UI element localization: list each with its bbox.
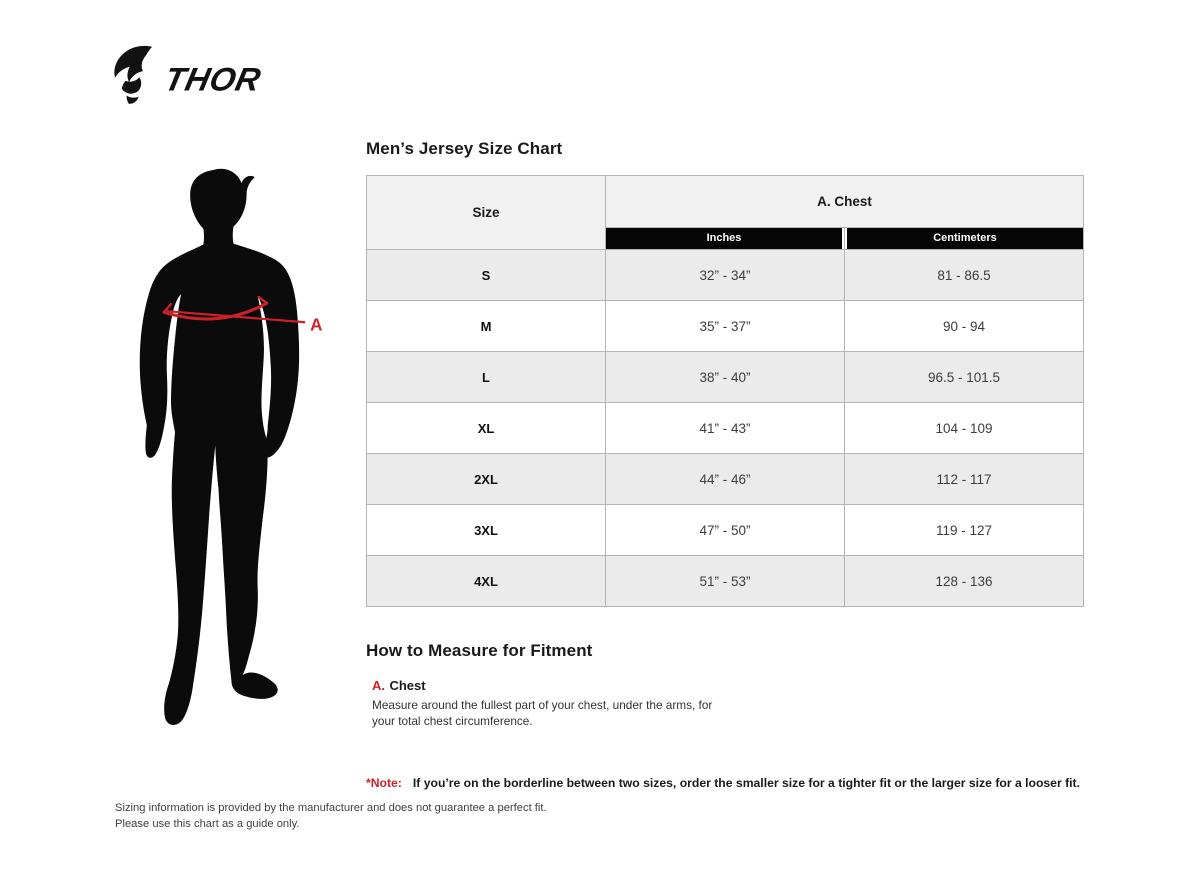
inches-value: 51” - 53” <box>605 555 845 607</box>
inches-value: 38” - 40” <box>605 351 845 403</box>
subheader-centimeters-cell: Centimeters <box>844 227 1084 250</box>
arc-arrowhead-right <box>256 295 268 310</box>
cm-value: 90 - 94 <box>844 300 1084 352</box>
measure-item-description: Measure around the fullest part of your … <box>372 698 713 728</box>
table-header-row: Size A. Chest <box>366 175 1084 250</box>
table-row-2xl: 2XL 44” - 46” 112 - 117 <box>366 453 1084 505</box>
thor-wordmark: THOR <box>161 62 264 99</box>
measure-pointer-line <box>166 310 306 324</box>
inches-value: 47” - 50” <box>605 504 845 556</box>
measure-item-key: A. <box>372 678 385 693</box>
column-header-inches: Inches <box>606 228 842 249</box>
size-chart-title: Men’s Jersey Size Chart <box>366 139 563 158</box>
measure-item-name: Chest <box>389 678 426 693</box>
subheader-inches-cell: Inches <box>605 227 845 250</box>
table-row-m: M 35” - 37” 90 - 94 <box>366 300 1084 352</box>
sizing-note: *Note: If you’re on the borderline betwee… <box>366 776 1085 790</box>
thor-ram-head-icon <box>114 45 153 104</box>
chest-measure-annotation: A <box>162 295 323 334</box>
column-header-size: Size <box>366 175 606 250</box>
main-content: Men’s Jersey Size Chart Size A. Chest In… <box>366 139 1085 790</box>
inches-value: 44” - 46” <box>605 453 845 505</box>
size-label: 2XL <box>366 453 606 505</box>
how-to-measure-title: How to Measure for Fitment <box>366 641 593 660</box>
table-row-xl: XL 41” - 43” 104 - 109 <box>366 402 1084 454</box>
disclaimer-line-1: Sizing information is provided by the ma… <box>115 802 547 814</box>
table-row-l: L 38” - 40” 96.5 - 101.5 <box>366 351 1084 403</box>
table-row-3xl: 3XL 47” - 50” 119 - 127 <box>366 504 1084 556</box>
measure-item-chest: A. Chest Measure around the fullest part… <box>366 677 1085 729</box>
measure-label-a: A <box>310 314 322 334</box>
cm-value: 96.5 - 101.5 <box>844 351 1084 403</box>
size-chart-table: Size A. Chest Inches Centimeters S 32” -… <box>366 175 1084 607</box>
size-label: L <box>366 351 606 403</box>
thor-logo-graphic: THOR <box>114 45 264 104</box>
size-label: S <box>366 249 606 301</box>
column-header-chest: A. Chest <box>605 175 1084 228</box>
cm-value: 128 - 136 <box>844 555 1084 607</box>
table-row-4xl: 4XL 51” - 53” 128 - 136 <box>366 555 1084 607</box>
body-silhouette-figure: A <box>118 164 346 779</box>
arc-arrowhead-left <box>162 302 175 317</box>
size-label: XL <box>366 402 606 454</box>
note-prefix: *Note: <box>366 776 402 790</box>
disclaimer-line-2: Please use this chart as a guide only. <box>115 817 300 830</box>
size-label: 3XL <box>366 504 606 556</box>
cm-value: 119 - 127 <box>844 504 1084 556</box>
size-label: M <box>366 300 606 352</box>
male-silhouette-icon: A <box>139 168 323 726</box>
inches-value: 35” - 37” <box>605 300 845 352</box>
disclaimer: Sizing information is provided by the ma… <box>115 801 547 832</box>
cm-value: 104 - 109 <box>844 402 1084 454</box>
column-header-centimeters: Centimeters <box>847 228 1083 249</box>
note-text: If you’re on the borderline between two … <box>412 776 1080 790</box>
cm-value: 112 - 117 <box>844 453 1084 505</box>
thor-logo: THOR <box>112 44 294 108</box>
inches-value: 32” - 34” <box>605 249 845 301</box>
inches-value: 41” - 43” <box>605 402 845 454</box>
cm-value: 81 - 86.5 <box>844 249 1084 301</box>
table-row-s: S 32” - 34” 81 - 86.5 <box>366 249 1084 301</box>
thor-logo-text: THOR <box>161 62 264 99</box>
size-label: 4XL <box>366 555 606 607</box>
